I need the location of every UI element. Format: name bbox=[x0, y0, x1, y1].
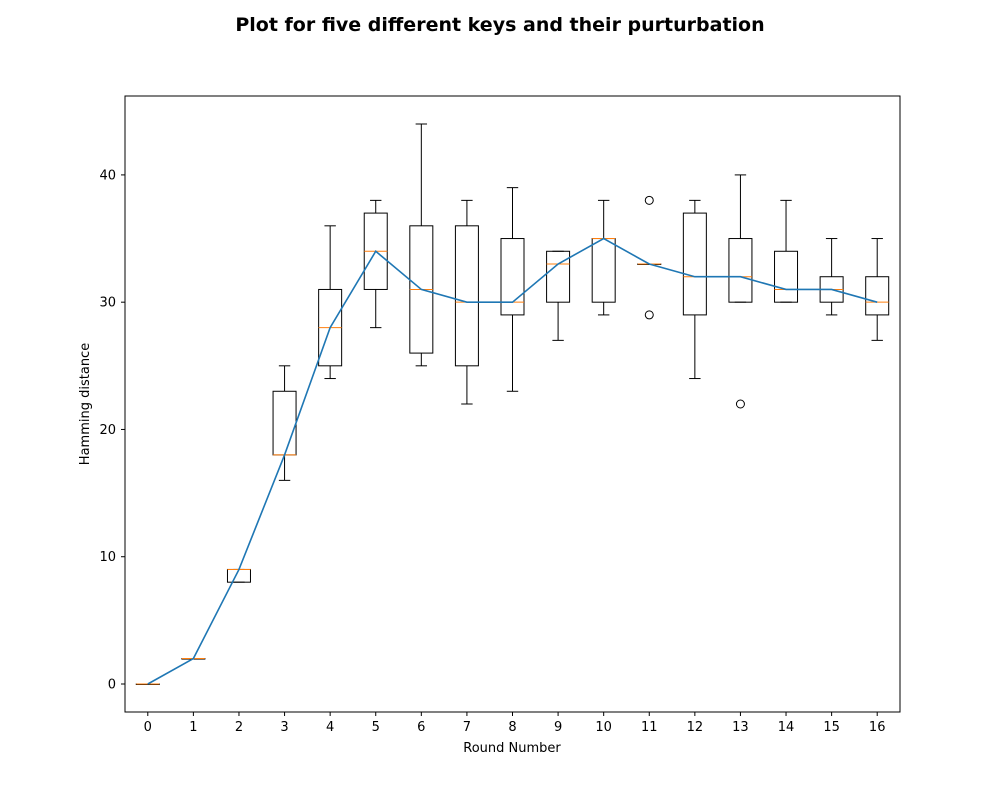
box-body bbox=[774, 250, 799, 303]
x-tick-label: 2 bbox=[235, 720, 243, 735]
box-body bbox=[728, 238, 753, 303]
box-body bbox=[682, 212, 707, 316]
chart-title: Plot for five different keys and their p… bbox=[235, 14, 764, 36]
y-axis-label: Hamming distance bbox=[78, 343, 93, 465]
x-tick-label: 13 bbox=[732, 720, 749, 735]
x-tick-label: 3 bbox=[280, 720, 288, 735]
x-tick-label: 16 bbox=[869, 720, 886, 735]
box-0 bbox=[135, 683, 160, 685]
x-tick-label: 10 bbox=[595, 720, 612, 735]
x-tick-label: 1 bbox=[189, 720, 197, 735]
x-tick-label: 8 bbox=[508, 720, 516, 735]
x-tick-label: 14 bbox=[778, 720, 795, 735]
y-tick-label: 0 bbox=[108, 678, 116, 693]
box-body bbox=[454, 225, 479, 367]
box-12 bbox=[682, 199, 707, 380]
y-tick-label: 40 bbox=[99, 168, 116, 183]
box-9 bbox=[546, 250, 571, 341]
x-axis-label: Round Number bbox=[463, 741, 561, 756]
y-tick-label: 30 bbox=[99, 296, 116, 311]
box-body bbox=[865, 276, 890, 316]
x-tick-label: 5 bbox=[372, 720, 380, 735]
median-trend-line bbox=[147, 237, 878, 685]
x-tick-label: 11 bbox=[641, 720, 658, 735]
box-body bbox=[546, 250, 571, 303]
y-tick-label: 20 bbox=[99, 423, 116, 438]
x-tick-label: 7 bbox=[463, 720, 471, 735]
x-tick-label: 6 bbox=[417, 720, 425, 735]
outlier-point bbox=[735, 399, 745, 409]
y-tick-label: 10 bbox=[99, 550, 116, 565]
x-tick-label: 9 bbox=[554, 720, 562, 735]
x-tick-label: 4 bbox=[326, 720, 334, 735]
box-4 bbox=[318, 225, 343, 380]
box-5 bbox=[363, 199, 388, 329]
x-tick-label: 0 bbox=[144, 720, 152, 735]
outlier-point bbox=[644, 310, 654, 320]
x-tick-label: 15 bbox=[823, 720, 840, 735]
box-body bbox=[500, 238, 525, 316]
outlier-point bbox=[644, 195, 654, 205]
x-tick-label: 12 bbox=[687, 720, 704, 735]
